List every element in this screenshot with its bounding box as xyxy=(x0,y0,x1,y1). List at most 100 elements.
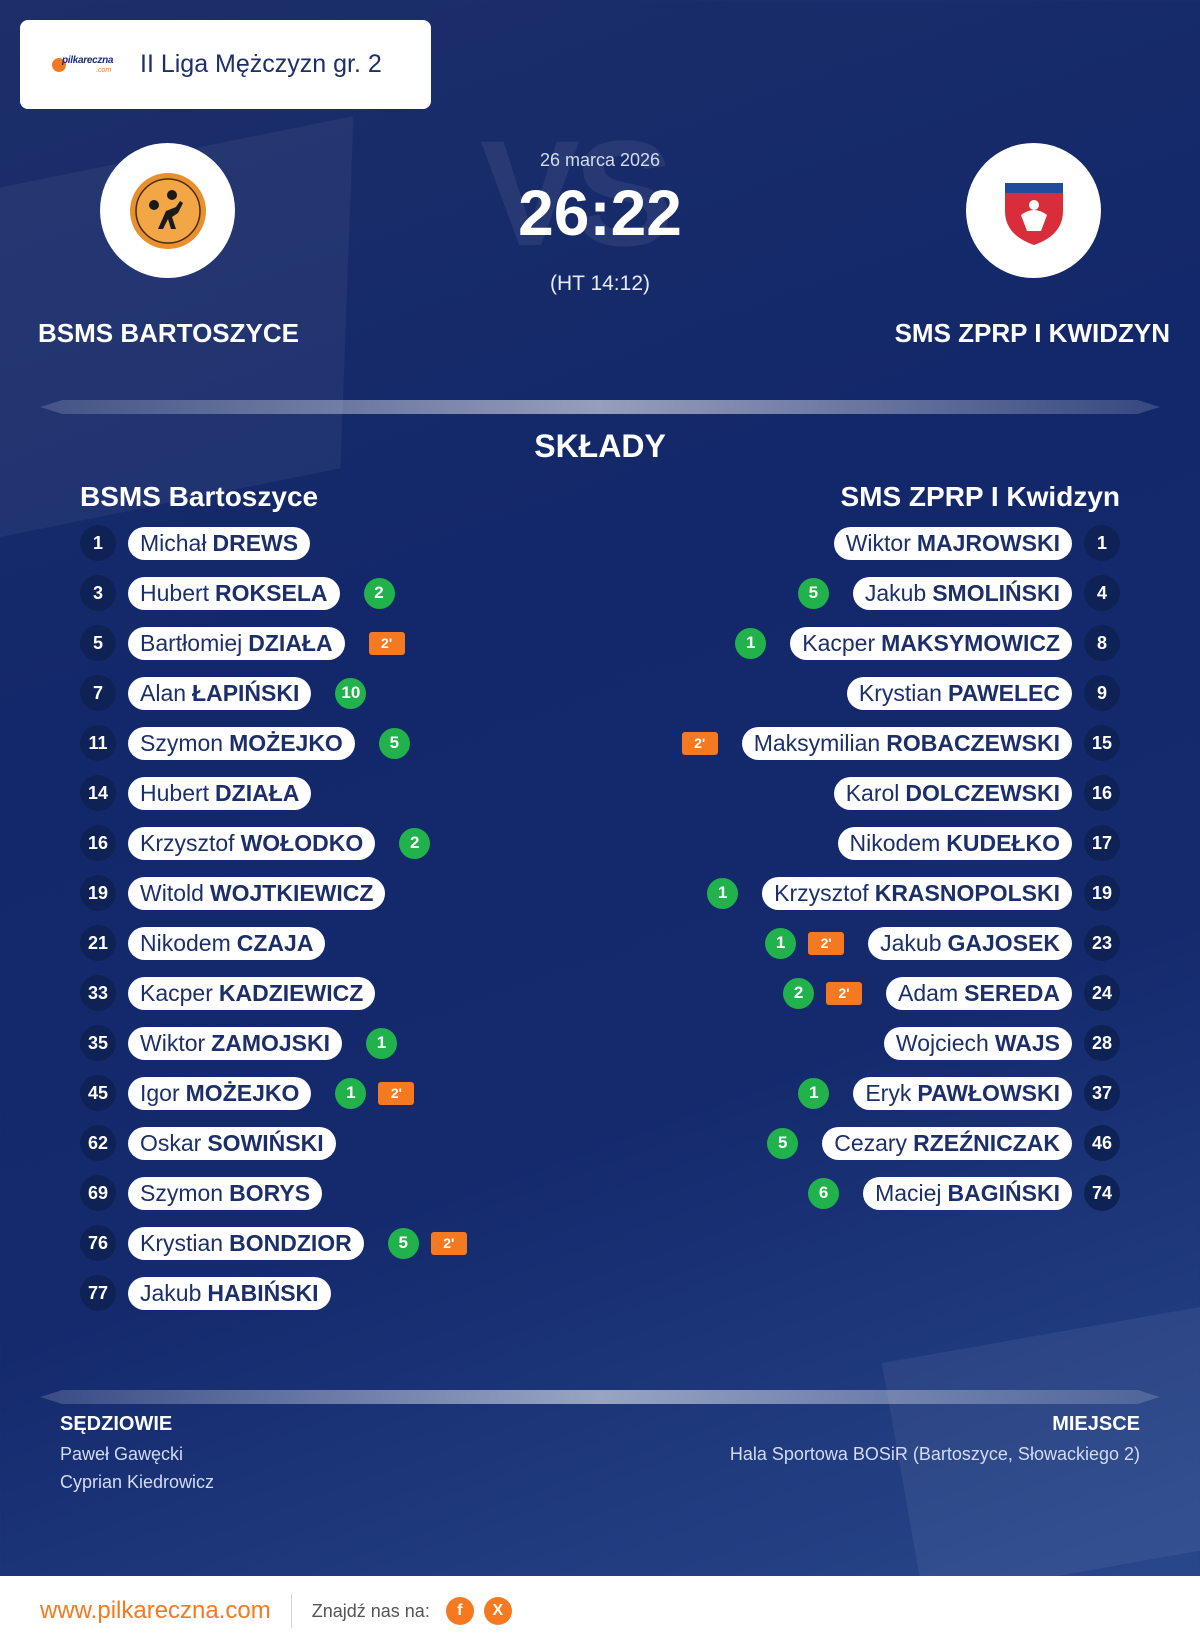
player-number: 1 xyxy=(80,525,116,561)
venue-title: MIEJSCE xyxy=(1052,1413,1140,1435)
goals-badge: 1 xyxy=(798,1077,830,1109)
player-number: 4 xyxy=(1084,575,1120,611)
player-row: 5 Cezary RZEŹNICZAK 46 xyxy=(767,1125,1120,1161)
player-row: 2' Maksymilian ROBACZEWSKI 15 xyxy=(681,725,1120,761)
player-last-name: MOŻEJKO xyxy=(185,1079,300,1106)
player-first-name: Eryk xyxy=(865,1079,912,1106)
player-last-name: KUDEŁKO xyxy=(946,829,1060,856)
player-name: Wiktor ZAMOJSKI xyxy=(128,1026,343,1060)
player-last-name: SEREDA xyxy=(964,979,1060,1006)
player-first-name: Igor xyxy=(140,1079,180,1106)
penalty-badge: 2' xyxy=(826,981,863,1005)
player-first-name: Maksymilian xyxy=(753,729,881,756)
player-number: 21 xyxy=(80,925,116,961)
player-name: Maciej BAGIŃSKI xyxy=(863,1176,1072,1210)
player-first-name: Adam xyxy=(898,979,959,1006)
penalty-badge: 2' xyxy=(368,631,405,655)
player-number: 11 xyxy=(80,725,116,761)
player-row: 35 Wiktor ZAMOJSKI 1 xyxy=(80,1025,398,1061)
player-row: 14 Hubert DZIAŁA xyxy=(80,775,312,811)
home-team-logo xyxy=(100,143,235,278)
player-first-name: Cezary xyxy=(834,1129,908,1156)
player-name: Krzysztof WOŁODKO xyxy=(128,826,376,860)
x-icon[interactable]: X xyxy=(483,1597,512,1625)
home-team-name: BSMS BARTOSZYCE xyxy=(38,318,299,348)
player-last-name: SOWIŃSKI xyxy=(207,1129,324,1156)
league-title: II Liga Mężczyzn gr. 2 xyxy=(140,50,382,78)
player-first-name: Nikodem xyxy=(849,829,941,856)
facebook-icon[interactable]: f xyxy=(445,1597,474,1625)
divider xyxy=(40,1390,1160,1404)
player-first-name: Szymon xyxy=(140,729,224,756)
player-name: Szymon MOŻEJKO xyxy=(128,726,355,760)
player-row: 11 Szymon MOŻEJKO 5 xyxy=(80,725,410,761)
player-number: 33 xyxy=(80,975,116,1011)
player-first-name: Krzysztof xyxy=(140,829,235,856)
player-name: Krzysztof KRASNOPOLSKI xyxy=(762,876,1072,910)
player-row: 1 Kacper MAKSYMOWICZ 8 xyxy=(735,625,1120,661)
goals-badge: 1 xyxy=(366,1027,398,1059)
player-name: Eryk PAWŁOWSKI xyxy=(853,1076,1072,1110)
player-name: Bartłomiej DZIAŁA xyxy=(128,626,345,660)
player-name: Kacper MAKSYMOWICZ xyxy=(790,626,1072,660)
player-name: Cezary RZEŹNICZAK xyxy=(822,1126,1072,1160)
player-row: 5 Jakub SMOLIŃSKI 4 xyxy=(797,575,1120,611)
player-last-name: ROBACZEWSKI xyxy=(886,729,1060,756)
player-name: Krystian PAWELEC xyxy=(846,676,1072,710)
player-name: Jakub GAJOSEK xyxy=(868,926,1072,960)
player-name: Hubert DZIAŁA xyxy=(128,776,312,810)
league-header: pilkareczna .com II Liga Mężczyzn gr. 2 xyxy=(20,20,431,109)
player-name: Michał DREWS xyxy=(128,526,311,560)
player-row: Nikodem KUDEŁKO 17 xyxy=(837,825,1120,861)
player-first-name: Hubert xyxy=(140,779,210,806)
player-number: 74 xyxy=(1084,1175,1120,1211)
player-name: Jakub SMOLIŃSKI xyxy=(852,576,1072,610)
away-team-logo xyxy=(966,143,1101,278)
home-lineup-title: BSMS Bartoszyce xyxy=(80,481,319,512)
player-row: 2 2' Adam SEREDA 24 xyxy=(783,975,1120,1011)
player-number: 23 xyxy=(1084,925,1120,961)
player-last-name: MAKSYMOWICZ xyxy=(881,629,1060,656)
player-last-name: HABIŃSKI xyxy=(207,1279,319,1306)
goals-badge: 2 xyxy=(363,577,395,609)
player-first-name: Maciej xyxy=(875,1179,942,1206)
player-name: Maksymilian ROBACZEWSKI xyxy=(741,726,1072,760)
away-lineup-title: SMS ZPRP I Kwidzyn xyxy=(840,481,1120,512)
website-link[interactable]: www.pilkareczna.com xyxy=(40,1597,271,1624)
player-name: Wiktor MAJROWSKI xyxy=(833,526,1072,560)
player-number: 62 xyxy=(80,1125,116,1161)
home-crest-icon xyxy=(129,172,206,249)
goals-badge: 1 xyxy=(765,927,797,959)
player-number: 45 xyxy=(80,1075,116,1111)
player-number: 76 xyxy=(80,1225,116,1261)
player-number: 16 xyxy=(1084,775,1120,811)
player-last-name: DOLCZEWSKI xyxy=(905,779,1060,806)
player-last-name: BORYS xyxy=(229,1179,311,1206)
divider xyxy=(40,400,1160,414)
player-number: 15 xyxy=(1084,725,1120,761)
goals-badge: 5 xyxy=(797,577,829,609)
player-row: Wiktor MAJROWSKI 1 xyxy=(833,525,1120,561)
player-first-name: Kacper xyxy=(140,979,213,1006)
player-row: 45 Igor MOŻEJKO 1 2' xyxy=(80,1075,415,1111)
player-row: 6 Maciej BAGIŃSKI 74 xyxy=(808,1175,1120,1211)
player-last-name: PAWŁOWSKI xyxy=(917,1079,1060,1106)
player-first-name: Kacper xyxy=(802,629,876,656)
goals-badge: 10 xyxy=(335,677,367,709)
player-number: 3 xyxy=(80,575,116,611)
penalty-badge: 2' xyxy=(681,731,718,755)
player-row: 3 Hubert ROKSELA 2 xyxy=(80,575,395,611)
player-number: 14 xyxy=(80,775,116,811)
player-name: Igor MOŻEJKO xyxy=(128,1076,312,1110)
player-number: 9 xyxy=(1084,675,1120,711)
player-first-name: Bartłomiej xyxy=(140,629,243,656)
player-first-name: Wiktor xyxy=(140,1029,206,1056)
find-us-label: Znajdź nas na: xyxy=(311,1600,430,1621)
player-name: Karol DOLCZEWSKI xyxy=(833,776,1072,810)
player-first-name: Alan xyxy=(140,679,187,706)
referee-name: Paweł Gawęcki xyxy=(60,1444,184,1464)
player-row: Karol DOLCZEWSKI 16 xyxy=(833,775,1120,811)
player-first-name: Michał xyxy=(140,529,207,556)
halftime-score: (HT 14:12) xyxy=(550,272,650,295)
player-last-name: DREWS xyxy=(212,529,299,556)
